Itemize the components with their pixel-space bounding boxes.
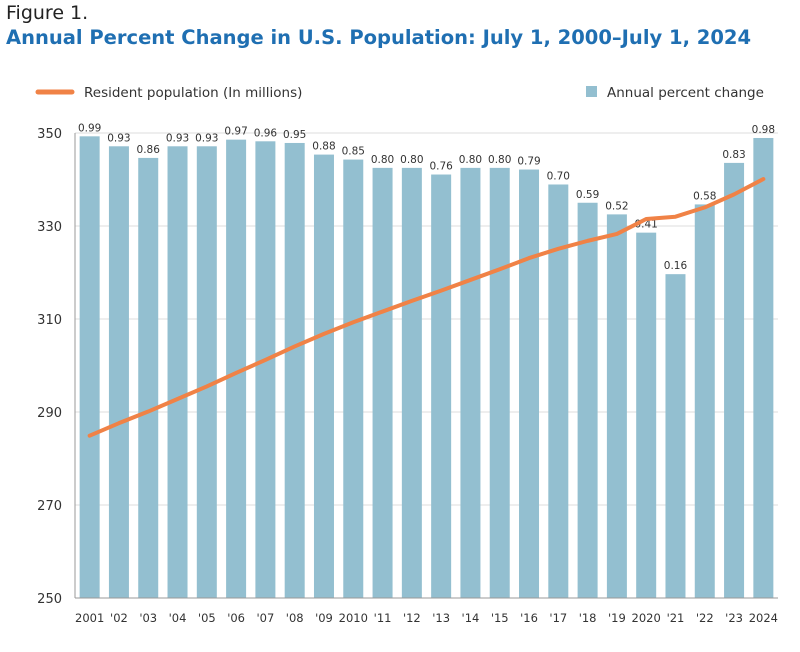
bar	[226, 139, 247, 598]
legend-bar-label: Annual percent change	[607, 85, 764, 101]
bar	[372, 167, 393, 598]
data-label: 0.93	[107, 132, 130, 144]
x-tick-label: '18	[579, 611, 597, 625]
legend-bar-swatch	[586, 86, 597, 97]
figure-label: Figure 1.	[6, 2, 89, 24]
legend-line-label: Resident population (In millions)	[84, 85, 302, 101]
x-tick-label: 2010	[339, 611, 368, 625]
data-label: 0.99	[78, 122, 101, 134]
bar	[313, 154, 334, 598]
x-tick-label: 2001	[75, 611, 104, 625]
bar	[343, 159, 364, 599]
y-tick-label: 250	[37, 592, 62, 607]
x-tick-label: '14	[462, 611, 480, 625]
data-label: 0.83	[722, 149, 745, 161]
data-label: 0.70	[547, 170, 570, 182]
data-label: 0.79	[517, 156, 540, 168]
bar	[724, 162, 745, 598]
x-tick-label: '23	[725, 611, 743, 625]
data-label: 0.80	[400, 154, 423, 166]
data-label: 0.85	[342, 146, 365, 158]
bar	[753, 137, 774, 598]
bar	[606, 214, 627, 598]
data-label: 0.86	[137, 144, 161, 156]
x-tick-label: '03	[139, 611, 157, 625]
bar	[431, 174, 452, 598]
data-label: 0.16	[664, 260, 688, 272]
x-tick-label: '09	[315, 611, 333, 625]
x-tick-label: '06	[227, 611, 245, 625]
x-tick-label: '22	[696, 611, 714, 625]
x-tick-label: '08	[286, 611, 304, 625]
x-tick-label: '04	[169, 611, 187, 625]
data-label: 0.93	[195, 132, 218, 144]
data-label: 0.96	[254, 127, 278, 139]
x-tick-label: '13	[432, 611, 450, 625]
x-tick-label: '11	[374, 611, 392, 625]
bar	[548, 184, 569, 598]
data-label: 0.95	[283, 129, 306, 141]
bar	[460, 167, 481, 598]
bar	[519, 169, 540, 599]
data-label: 0.97	[224, 126, 247, 138]
data-label: 0.88	[312, 141, 335, 153]
bar	[138, 157, 159, 599]
y-tick-label: 330	[37, 220, 62, 235]
data-label: 0.80	[371, 154, 394, 166]
x-tick-label: '15	[491, 611, 509, 625]
bar	[489, 167, 510, 598]
bar	[401, 167, 422, 598]
data-label: 0.59	[576, 189, 599, 201]
population-line	[87, 177, 766, 438]
bar	[636, 232, 657, 598]
data-label: 0.76	[429, 161, 453, 173]
chart-title: Annual Percent Change in U.S. Population…	[6, 26, 752, 49]
y-tick-label: 270	[37, 499, 62, 514]
data-label: 0.98	[752, 124, 775, 136]
x-tick-label: '17	[549, 611, 567, 625]
bar	[694, 204, 715, 599]
x-tick-label: '07	[256, 611, 274, 625]
bar	[167, 146, 188, 599]
y-tick-label: 350	[37, 127, 62, 142]
x-tick-label: '21	[667, 611, 685, 625]
bar	[577, 202, 598, 598]
bar	[108, 146, 129, 599]
bar	[284, 142, 305, 598]
y-tick-label: 290	[37, 406, 62, 421]
x-tick-label: '02	[110, 611, 128, 625]
bar	[665, 274, 686, 598]
data-label: 0.80	[459, 154, 482, 166]
x-tick-label: 2024	[749, 611, 778, 625]
data-label: 0.58	[693, 190, 716, 202]
bar	[196, 146, 217, 599]
x-tick-label: 2020	[632, 611, 661, 625]
bar	[79, 136, 100, 599]
x-tick-label: '19	[608, 611, 626, 625]
x-tick-label: '16	[520, 611, 538, 625]
x-tick-label: '05	[198, 611, 216, 625]
data-label: 0.93	[166, 132, 189, 144]
bar	[255, 141, 276, 598]
data-label: 0.80	[488, 154, 511, 166]
data-label: 0.52	[605, 200, 628, 212]
y-tick-label: 310	[37, 313, 62, 328]
x-tick-label: '12	[403, 611, 421, 625]
